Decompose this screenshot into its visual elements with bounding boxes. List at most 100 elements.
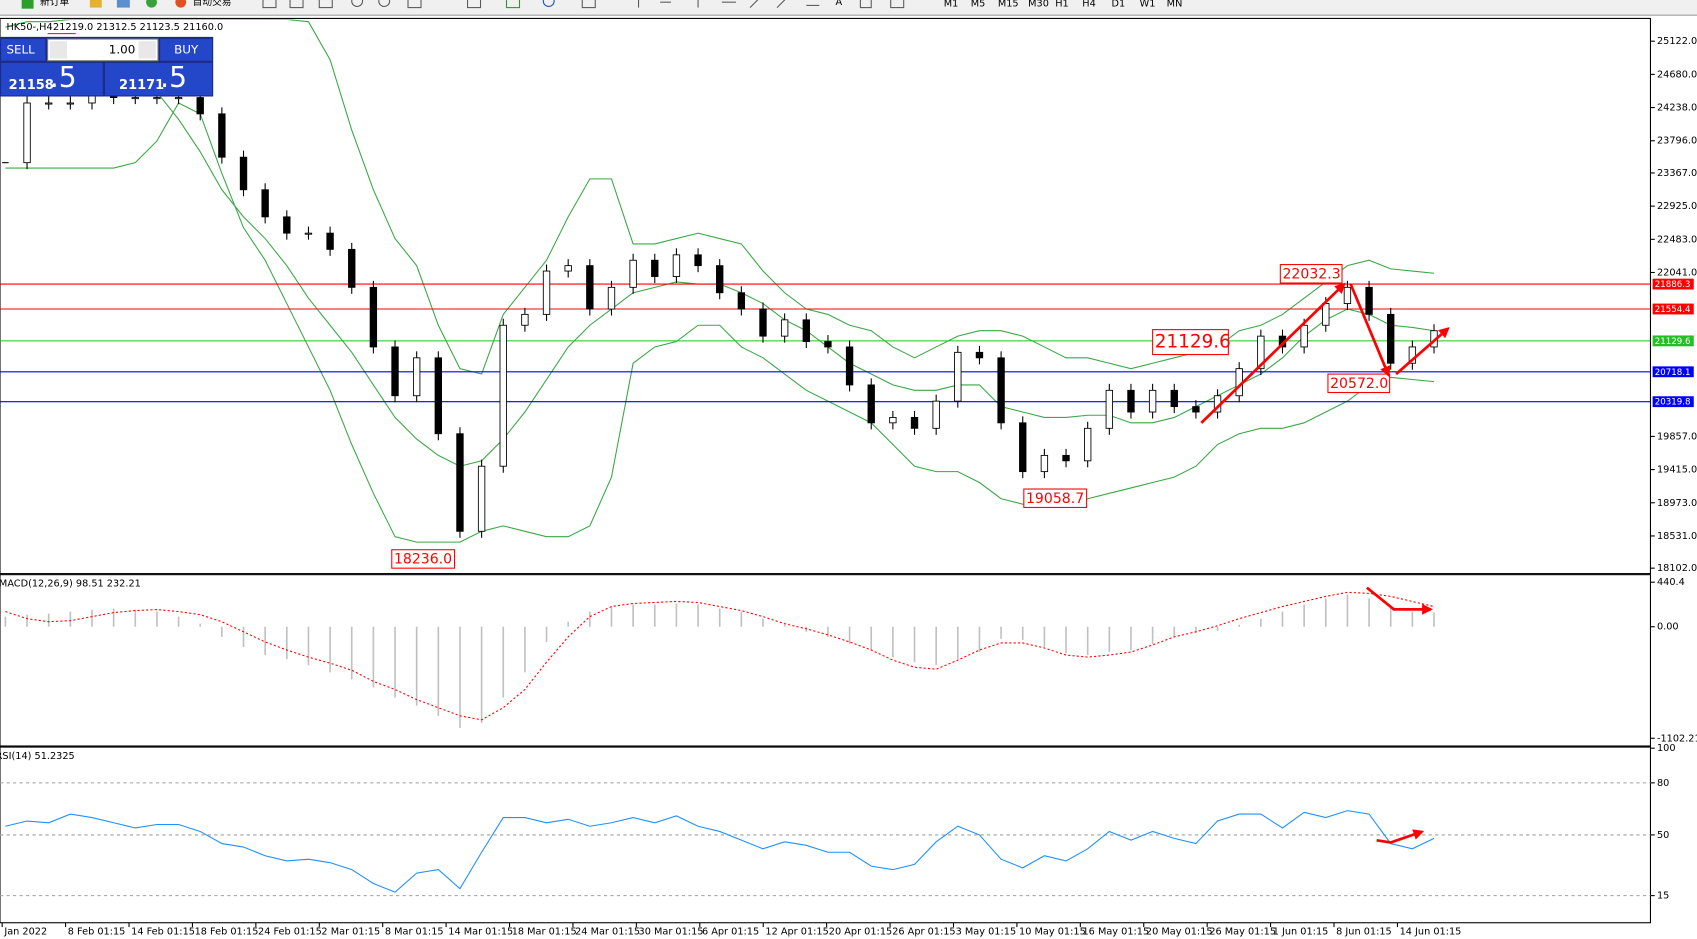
y-tick-label: 100 — [1657, 743, 1676, 754]
x-tick-label: 26 May 01:15 — [1209, 926, 1276, 937]
macd-bar — [4, 616, 7, 627]
trend-arrow — [1349, 283, 1391, 378]
sell-button[interactable] — [1, 39, 46, 61]
level-tag-label: 21886.3 — [1655, 280, 1691, 290]
timeframe-button[interactable]: W1 — [1140, 0, 1156, 9]
macd-bar — [675, 603, 678, 627]
y-tick-label: 22483.0 — [1657, 234, 1697, 245]
annotation: 22032.3 — [1282, 266, 1340, 282]
macd-bar — [1065, 626, 1067, 654]
candle-body — [196, 97, 204, 115]
candle-body — [153, 97, 161, 100]
x-tick-label: 18 Mar 01:15 — [512, 926, 577, 937]
text-tool[interactable]: A — [836, 0, 843, 8]
macd-bar — [1021, 626, 1024, 640]
y-tick-label: 0.00 — [1657, 622, 1679, 633]
bid-box[interactable] — [1, 62, 103, 96]
ask-fraction[interactable]: .5 — [160, 61, 187, 94]
candle-body — [66, 102, 75, 105]
level-tag-label: 21129.6 — [1655, 337, 1691, 347]
macd-bar — [783, 624, 786, 627]
new-order-button[interactable]: 新订单 — [40, 0, 69, 8]
lot-increase[interactable] — [138, 41, 156, 59]
macd-bar — [1411, 611, 1414, 627]
macd-bar — [1303, 604, 1305, 627]
candle-body — [716, 265, 724, 294]
macd-bar — [762, 618, 764, 627]
level-tag-label: 20718.1 — [1655, 368, 1691, 378]
candle-body — [456, 433, 464, 532]
candle-body — [845, 346, 854, 386]
toolbar-icon[interactable] — [89, 0, 102, 8]
buy-label[interactable]: BUY — [174, 42, 199, 56]
candle-body — [694, 254, 702, 267]
candle-body — [174, 97, 183, 100]
x-tick-label: 26 Apr 01:15 — [892, 926, 955, 937]
lot-decrease[interactable] — [49, 41, 68, 59]
timeframe-button[interactable]: MN — [1167, 0, 1183, 9]
level-tag — [1652, 366, 1694, 378]
timeframe-button[interactable]: M15 — [998, 0, 1019, 9]
x-tick-label: 8 Mar 01:15 — [385, 926, 444, 937]
lot-input[interactable] — [47, 38, 159, 62]
x-tick-label: 24 Feb 01:15 — [258, 926, 322, 937]
x-tick-label: 30 Mar 01:15 — [639, 926, 704, 937]
candle-body — [607, 286, 616, 310]
auto-trading-button[interactable]: 自动交易 — [193, 0, 232, 8]
axes: 25122.0 24680.0 24238.0 23796.0 23367.0 22925… — [1, 36, 1697, 937]
x-tick-label: 20 Apr 01:15 — [829, 926, 892, 937]
macd-bar — [1173, 626, 1176, 637]
y-tick-label: 19857.0 — [1657, 431, 1697, 442]
auto-trading-icon[interactable] — [175, 0, 187, 8]
ask-price[interactable]: 21171 — [119, 78, 164, 93]
candle-body — [802, 319, 810, 342]
annotation-box — [391, 549, 456, 569]
macd-bar — [1151, 626, 1154, 644]
candle-body — [629, 259, 637, 288]
trend-arrow — [1395, 327, 1450, 376]
rsi-label: RSI(14) 51.2325 — [0, 751, 75, 762]
level-tag — [1652, 335, 1694, 347]
macd-bar — [1000, 626, 1002, 639]
candle-body — [1062, 454, 1070, 462]
x-tick-label: 8 Jun 01:15 — [1336, 926, 1392, 937]
candle-body — [889, 416, 897, 424]
candle-body — [326, 232, 334, 250]
toolbar-icons[interactable] — [262, 0, 905, 9]
new-order-icon[interactable] — [21, 0, 34, 9]
ask-box[interactable] — [104, 62, 213, 96]
timeframe-button[interactable]: M1 — [944, 0, 959, 9]
sell-label[interactable]: SELL — [6, 42, 35, 56]
timeframe-button[interactable]: M30 — [1028, 0, 1049, 9]
x-tick-label: Jan 2022 — [3, 926, 47, 937]
candle-body — [975, 351, 984, 359]
x-tick-label: 14 Jun 01:15 — [1400, 926, 1462, 937]
lot-value[interactable]: 1.00 — [109, 42, 135, 56]
candle-body — [997, 357, 1005, 424]
timeframe-button[interactable]: H4 — [1082, 0, 1096, 9]
macd-bar — [91, 609, 93, 627]
candle-body — [759, 308, 767, 337]
timeframe-button[interactable]: D1 — [1111, 0, 1125, 9]
timeframe-button[interactable]: M5 — [971, 0, 986, 9]
annotation-box — [1023, 488, 1088, 508]
y-tick-label: 25122.0 — [1657, 36, 1697, 47]
timeframe-button[interactable]: H1 — [1055, 0, 1069, 9]
y-tick-label: 19415.0 — [1657, 465, 1697, 476]
symbol-label: HK50-,H4 — [6, 22, 52, 33]
macd-bar — [610, 606, 613, 627]
x-tick-label: 16 May 01:15 — [1082, 926, 1149, 937]
level-tag — [1652, 278, 1694, 290]
buy-button[interactable] — [160, 39, 213, 61]
ohlc-label: 21219.0 21312.5 21123.5 21160.0 — [53, 22, 223, 33]
macd-bar — [350, 626, 353, 680]
candle-body — [283, 216, 291, 234]
candle-body — [1387, 313, 1395, 364]
candle-body — [261, 189, 269, 218]
bid-price[interactable]: 21158 — [9, 78, 54, 93]
bid-fraction[interactable]: .5 — [50, 61, 77, 94]
candle-body — [477, 465, 486, 532]
candle-body — [542, 270, 551, 315]
toolbar-icon[interactable] — [116, 0, 130, 8]
toolbar-icon[interactable] — [146, 0, 157, 8]
